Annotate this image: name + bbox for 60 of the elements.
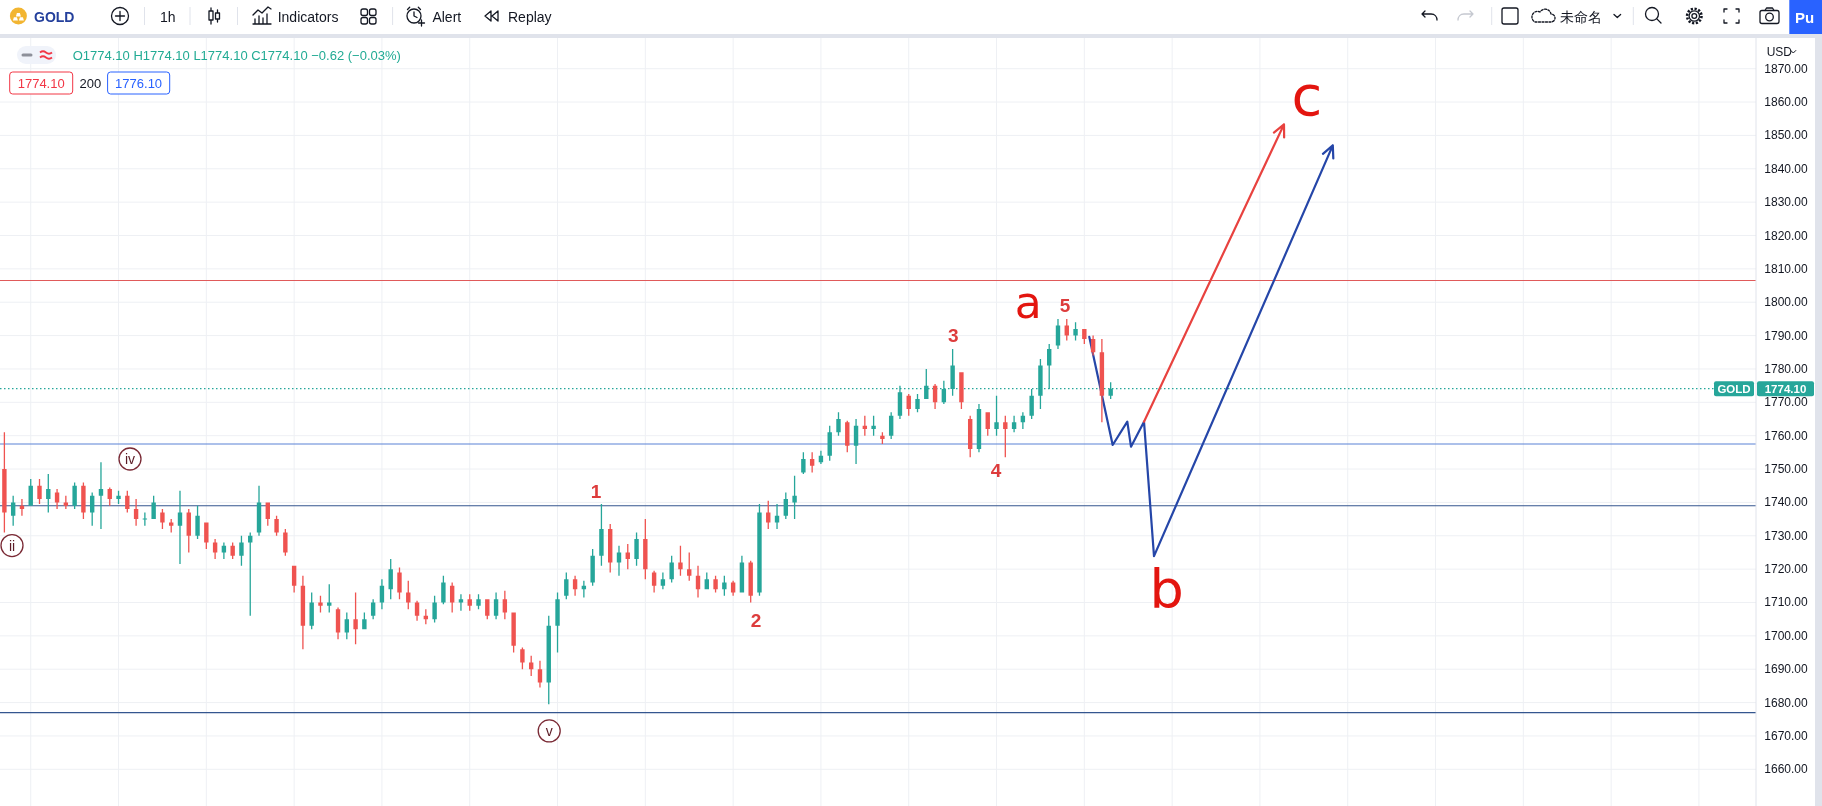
candlestick [221,542,227,560]
y-tick-label: 1790.00 [1764,328,1809,343]
annotation: 1 [590,481,602,503]
text: 1h [160,9,176,25]
text: 1774.10 [1764,382,1807,395]
annotation: O1774.10 H1774.10 L1774.10 C1774.10 −0.62 (−0.03%) [72,48,401,63]
candlestick [1020,412,1026,430]
candlestick [19,499,25,516]
candlestick [63,495,69,510]
annotation: 5 [1059,295,1071,317]
annotation: b [1149,558,1184,621]
annotation: 4 [990,460,1002,482]
candlestick [98,462,104,530]
annotation: v [545,722,553,739]
annotation: 2 [750,609,762,631]
candlestick [660,572,666,590]
annotation: 3 [947,325,959,347]
annotation: 1774.10 [17,75,65,91]
candlestick [133,499,139,526]
y-tick-label: 1660.00 [1764,762,1809,777]
text: Indicators [277,9,339,25]
y-tick-label: 1860.00 [1764,95,1809,110]
candlestick [581,580,587,598]
text: USD [1766,45,1793,59]
y-tick-label: 1690.00 [1764,662,1809,677]
candlestick [142,512,148,526]
annotation: 200 [79,75,102,91]
y-tick-label: 1720.00 [1764,562,1809,577]
y-tick-label: 1820.00 [1764,228,1809,243]
text: Alert [432,9,462,25]
candlestick [1011,415,1017,433]
annotation: iv [124,451,136,467]
y-tick-label: 1700.00 [1764,628,1809,643]
y-tick-label: 1830.00 [1764,195,1809,210]
y-tick-label: 1850.00 [1764,128,1809,143]
y-tick-label: 1730.00 [1764,528,1809,543]
y-tick-label: 1770.00 [1764,395,1809,410]
annotation: c [1291,62,1323,128]
chart-title: GOLD [34,9,75,25]
y-tick-label: 1840.00 [1764,161,1809,176]
annotation: 1776.10 [115,75,163,91]
y-tick-label: 1670.00 [1764,728,1809,743]
candlestick [774,504,780,530]
y-tick-label: 1800.00 [1764,295,1809,310]
y-tick-label: 1780.00 [1764,361,1809,376]
candlestick [458,594,464,611]
text: Pu [1795,8,1815,26]
candlestick [177,490,183,565]
y-tick-label: 1740.00 [1764,495,1809,510]
y-tick-label: 1760.00 [1764,428,1809,443]
text: 未命名 [1560,9,1602,25]
text: Replay [508,9,552,25]
y-tick-label: 1680.00 [1764,695,1809,710]
y-tick-label: 1750.00 [1764,462,1809,477]
y-tick-label: 1810.00 [1764,261,1809,276]
y-tick-label: 1870.00 [1764,61,1809,76]
annotation: a [1014,276,1042,328]
y-tick-label: 1710.00 [1764,595,1809,610]
candlestick [616,545,622,576]
annotation: ii [8,537,16,554]
